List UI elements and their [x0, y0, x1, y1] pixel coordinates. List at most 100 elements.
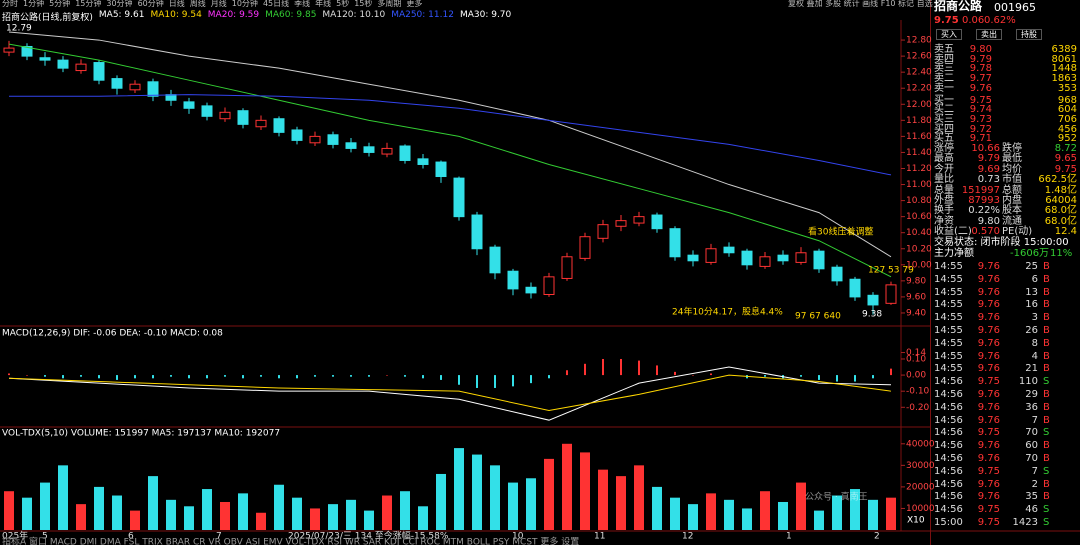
period-tab[interactable]: 更多 — [406, 0, 423, 8]
y-tick-label: 12.60 — [906, 52, 932, 62]
book-volume: 1448 — [1051, 63, 1077, 75]
tick-side: B — [1043, 401, 1050, 413]
period-tab[interactable]: 15分钟 — [75, 0, 102, 8]
candle-body — [417, 158, 429, 165]
stat-label: 外盘 — [934, 195, 954, 206]
candle-body — [201, 105, 213, 117]
macd-bar — [494, 375, 496, 388]
volume-bar — [580, 452, 590, 530]
tick-volume: 36 — [1025, 401, 1038, 413]
tick-time: 14:56 — [934, 401, 963, 413]
ma-legend-item: MA60: 9.85 — [265, 10, 317, 20]
period-tab[interactable]: 周线 — [189, 0, 206, 8]
x-axis-label: 5 — [42, 532, 48, 542]
book-volume: 604 — [1057, 104, 1077, 116]
period-tab[interactable]: 60分钟 — [137, 0, 164, 8]
period-tab[interactable]: 1分钟 — [23, 0, 45, 8]
stat-label: 收益(二) — [934, 226, 972, 238]
book-price: 9.71 — [969, 133, 992, 145]
tick-volume: 60 — [1025, 440, 1038, 452]
stat-value: 151997 — [961, 184, 1000, 196]
stock-name: 招商公路 — [934, 0, 983, 13]
period-tab[interactable]: 日线 — [168, 0, 185, 8]
book-volume: 6389 — [1051, 44, 1077, 55]
period-tab[interactable]: 季线 — [294, 0, 311, 8]
indicator-line — [8, 31, 892, 258]
trade-button[interactable]: 持股 — [1016, 29, 1042, 40]
macd-bar — [674, 371, 676, 376]
period-tab[interactable]: 15秒 — [354, 0, 373, 8]
book-price: 9.78 — [969, 63, 992, 75]
candle-body — [795, 252, 807, 263]
indicator-tabs[interactable]: 指标A 窗口 MACD DMI DMA FSL TRIX BRAR CR VR … — [2, 536, 579, 545]
macd-bar — [332, 375, 334, 377]
stat-label: 跌停 — [1002, 143, 1022, 154]
book-label: 卖四 — [934, 53, 954, 65]
tick-volume: 8 — [1031, 337, 1038, 349]
trade-button[interactable]: 卖出 — [976, 29, 1002, 40]
volume-bar — [148, 476, 158, 530]
tick-side: B — [1043, 261, 1050, 272]
watermark: 公众号 · 真南王 — [805, 491, 868, 503]
tick-time: 14:56 — [934, 504, 963, 516]
period-tab[interactable]: 5秒 — [336, 0, 350, 8]
tick-side: S — [1043, 504, 1050, 516]
stat-value: 1.48亿 — [1044, 184, 1077, 196]
volume-bar — [652, 486, 662, 530]
tick-side: B — [1043, 453, 1050, 464]
y-tick-label: -0.20 — [906, 403, 930, 413]
main-flow-pct: 11% — [1050, 248, 1073, 259]
period-tab[interactable]: 多周期 — [377, 0, 402, 8]
tick-time: 14:55 — [934, 312, 963, 324]
book-label: 卖二 — [934, 73, 954, 85]
y-tick-label: 10.20 — [906, 244, 932, 254]
candle-body — [219, 111, 231, 120]
candle-body — [651, 214, 663, 230]
tick-volume: 26 — [1025, 325, 1038, 336]
volume-bar — [598, 469, 608, 530]
volume-bar — [328, 504, 338, 530]
candle-body — [489, 246, 501, 274]
candle-body — [669, 228, 681, 258]
candle-body — [507, 270, 519, 290]
trade-button[interactable]: 买入 — [936, 29, 962, 40]
period-tab[interactable]: 10分钟 — [231, 0, 258, 8]
book-volume: 968 — [1057, 94, 1077, 106]
ma-legend-item: MA250: 11.12 — [391, 10, 454, 20]
tick-side: B — [1043, 337, 1050, 349]
tools[interactable]: 复权 叠加 多股 统计 画线 F10 标记 自选 — [788, 0, 933, 8]
candle-body — [759, 256, 771, 267]
candle-body — [849, 278, 861, 298]
y-tick-label: 12.80 — [906, 36, 932, 46]
tick-price: 9.76 — [977, 389, 1000, 400]
candle-body — [813, 250, 825, 270]
stat-label: 流通 — [1002, 215, 1022, 227]
stat-value: 9.65 — [1054, 153, 1077, 165]
book-price: 9.74 — [969, 104, 992, 116]
period-tab[interactable]: 分时 — [2, 0, 18, 8]
volume-bar — [706, 493, 716, 530]
volume-bar — [76, 504, 86, 530]
candle-body — [255, 119, 267, 128]
volume-bar — [112, 495, 122, 530]
period-tab[interactable]: 年线 — [315, 0, 332, 8]
tick-time: 14:55 — [934, 350, 963, 362]
stat-value: 9.80 — [977, 215, 1000, 227]
stat-label: 均价 — [1002, 163, 1022, 175]
period-tab[interactable]: 45日线 — [262, 0, 290, 8]
tick-time: 14:56 — [934, 440, 963, 452]
tick-volume: 35 — [1025, 491, 1038, 503]
change-pct: 0.62% — [984, 15, 1016, 26]
tick-volume: 110 — [1018, 376, 1038, 388]
book-price: 9.73 — [969, 113, 992, 125]
book-label: 卖三 — [934, 63, 954, 75]
period-tab[interactable]: 30分钟 — [106, 0, 133, 8]
tick-price: 9.75 — [977, 376, 1000, 388]
macd-bar — [476, 375, 478, 388]
x-axis-label: 10 — [512, 532, 524, 542]
volume-bar — [454, 448, 464, 530]
macd-bar — [638, 360, 640, 376]
period-tab[interactable]: 5分钟 — [49, 0, 71, 8]
period-tab[interactable]: 月线 — [210, 0, 227, 8]
y-tick-label: 10.60 — [906, 212, 932, 222]
